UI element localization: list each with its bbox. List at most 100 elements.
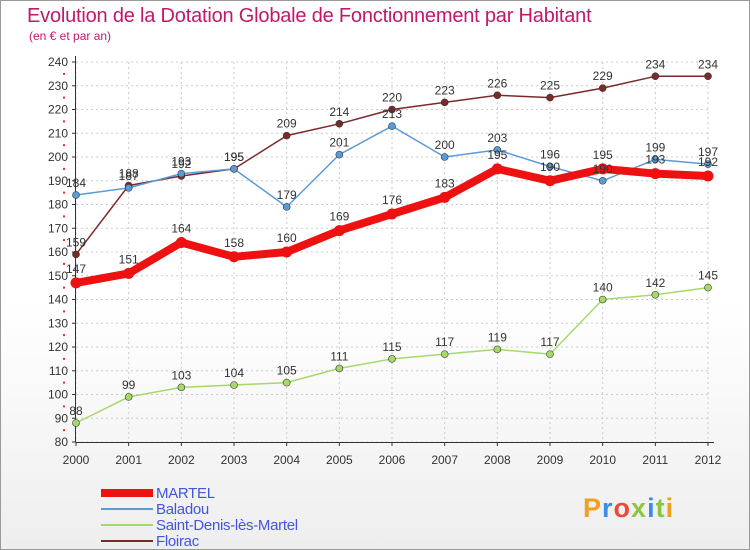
data-point-baladou (651, 155, 660, 164)
data-point-saint-denis-l-s-martel (598, 295, 607, 304)
logo-letter: i (665, 493, 675, 523)
data-label-baladou: 187 (119, 169, 139, 183)
data-label-martel: 195 (487, 148, 507, 162)
y-minor-mark (63, 167, 65, 170)
data-label-martel: 164 (171, 222, 191, 236)
data-point-floirac (72, 250, 80, 259)
y-tick-label: 240 (48, 55, 68, 69)
data-label-saint-denis-l-s-martel: 111 (330, 349, 349, 363)
data-label-baladou: 190 (593, 162, 613, 176)
grid-lines (75, 61, 709, 443)
data-point-baladou (704, 160, 712, 168)
data-point-martel (439, 191, 451, 203)
legend-item-floirac: Floirac (101, 532, 199, 550)
data-label-saint-denis-l-s-martel: 145 (698, 269, 718, 283)
y-tick-label: 120 (48, 340, 68, 354)
legend-swatch-baladou (101, 508, 153, 510)
data-point-martel (544, 175, 556, 187)
data-point-martel (386, 208, 398, 220)
data-label-floirac: 226 (487, 76, 507, 90)
y-minor-mark (63, 120, 65, 123)
x-tick-label: 2012 (695, 453, 722, 467)
data-label-martel: 147 (66, 262, 86, 276)
data-label-martel: 192 (698, 155, 718, 169)
data-point-baladou (282, 203, 291, 211)
y-tick-label: 100 (48, 388, 68, 402)
data-point-martel (333, 225, 345, 237)
data-label-floirac: 192 (171, 157, 191, 171)
legend-item-baladou: Baladou (101, 500, 209, 518)
series-group (70, 72, 714, 427)
legend-swatch-martel (101, 489, 153, 497)
y-minor-mark (63, 215, 65, 218)
data-point-martel (228, 251, 240, 263)
data-label-saint-denis-l-s-martel: 99 (122, 378, 136, 392)
data-label-saint-denis-l-s-martel: 105 (277, 364, 297, 378)
data-point-saint-denis-l-s-martel (282, 378, 291, 387)
data-label-floirac: 223 (435, 83, 455, 97)
data-labels: 88 99 103 104 105 111 115 117 119 117 140 142 145 159… (66, 57, 718, 418)
data-point-martel (597, 163, 609, 175)
data-label-saint-denis-l-s-martel: 142 (645, 276, 665, 290)
data-label-baladou: 197 (698, 145, 718, 159)
data-point-floirac (282, 131, 291, 140)
chart-subtitle: (en € et par an) (29, 29, 112, 43)
x-tick-label: 2000 (63, 453, 90, 467)
x-tick-label: 2003 (221, 453, 248, 467)
y-axis-ticks: 80 90 100 110 120 130 140 150 160 170 180 190 200 210… (48, 55, 76, 449)
data-label-saint-denis-l-s-martel: 140 (593, 281, 613, 295)
data-label-floirac: 225 (540, 79, 560, 93)
chart-title: Evolution de la Dotation Globale de Fonc… (27, 5, 592, 27)
y-minor-mark (63, 429, 65, 432)
logo-letter: t (655, 493, 666, 523)
data-label-martel: 176 (382, 193, 402, 207)
x-axis-ticks: 2000 2001 2002 2003 2004 2005 2006 2007 2008 2009… (63, 442, 722, 467)
data-label-saint-denis-l-s-martel: 117 (540, 335, 559, 349)
data-point-baladou (177, 169, 186, 178)
data-point-baladou (335, 150, 344, 159)
data-label-baladou: 213 (382, 107, 402, 121)
data-label-baladou: 199 (645, 140, 665, 154)
y-minor-mark (63, 334, 65, 337)
data-point-martel (175, 237, 187, 248)
data-point-martel (491, 163, 503, 175)
data-point-saint-denis-l-s-martel (72, 419, 80, 427)
data-point-martel (281, 246, 293, 258)
data-label-martel: 151 (119, 252, 139, 266)
y-tick-label: 210 (48, 126, 68, 140)
data-point-baladou (124, 184, 133, 192)
data-point-baladou (230, 165, 238, 173)
legend-label-martel: MARTEL (156, 484, 215, 502)
y-tick-label: 80 (55, 435, 69, 449)
y-tick-label: 140 (48, 293, 68, 307)
data-label-martel: 195 (593, 148, 613, 162)
y-minor-mark (63, 239, 65, 242)
y-tick-label: 90 (55, 411, 69, 425)
y-tick-label: 200 (48, 150, 68, 164)
y-tick-label: 180 (48, 198, 68, 212)
logo-letter: P (583, 493, 603, 523)
data-point-baladou (598, 176, 607, 185)
data-label-martel: 160 (277, 231, 297, 245)
x-tick-label: 2005 (326, 453, 353, 467)
y-minor-mark (63, 191, 65, 194)
y-tick-label: 110 (49, 364, 68, 378)
x-tick-label: 2010 (589, 453, 616, 467)
data-label-floirac: 229 (593, 69, 613, 83)
data-label-baladou: 203 (487, 131, 507, 145)
data-label-baladou: 200 (435, 138, 455, 152)
data-point-floirac (493, 91, 502, 100)
data-point-floirac (546, 93, 554, 102)
data-point-saint-denis-l-s-martel (388, 355, 396, 363)
data-point-martel (702, 170, 714, 182)
legend-item-martel: MARTEL (101, 484, 215, 502)
data-point-baladou (72, 191, 80, 199)
legend-label-floirac: Floirac (156, 532, 199, 550)
y-tick-label: 220 (48, 103, 68, 117)
legend-label-baladou: Baladou (156, 500, 209, 518)
y-tick-label: 130 (48, 316, 68, 330)
x-tick-label: 2008 (484, 453, 511, 467)
data-label-saint-denis-l-s-martel: 115 (382, 340, 401, 354)
y-minor-mark (63, 405, 65, 408)
